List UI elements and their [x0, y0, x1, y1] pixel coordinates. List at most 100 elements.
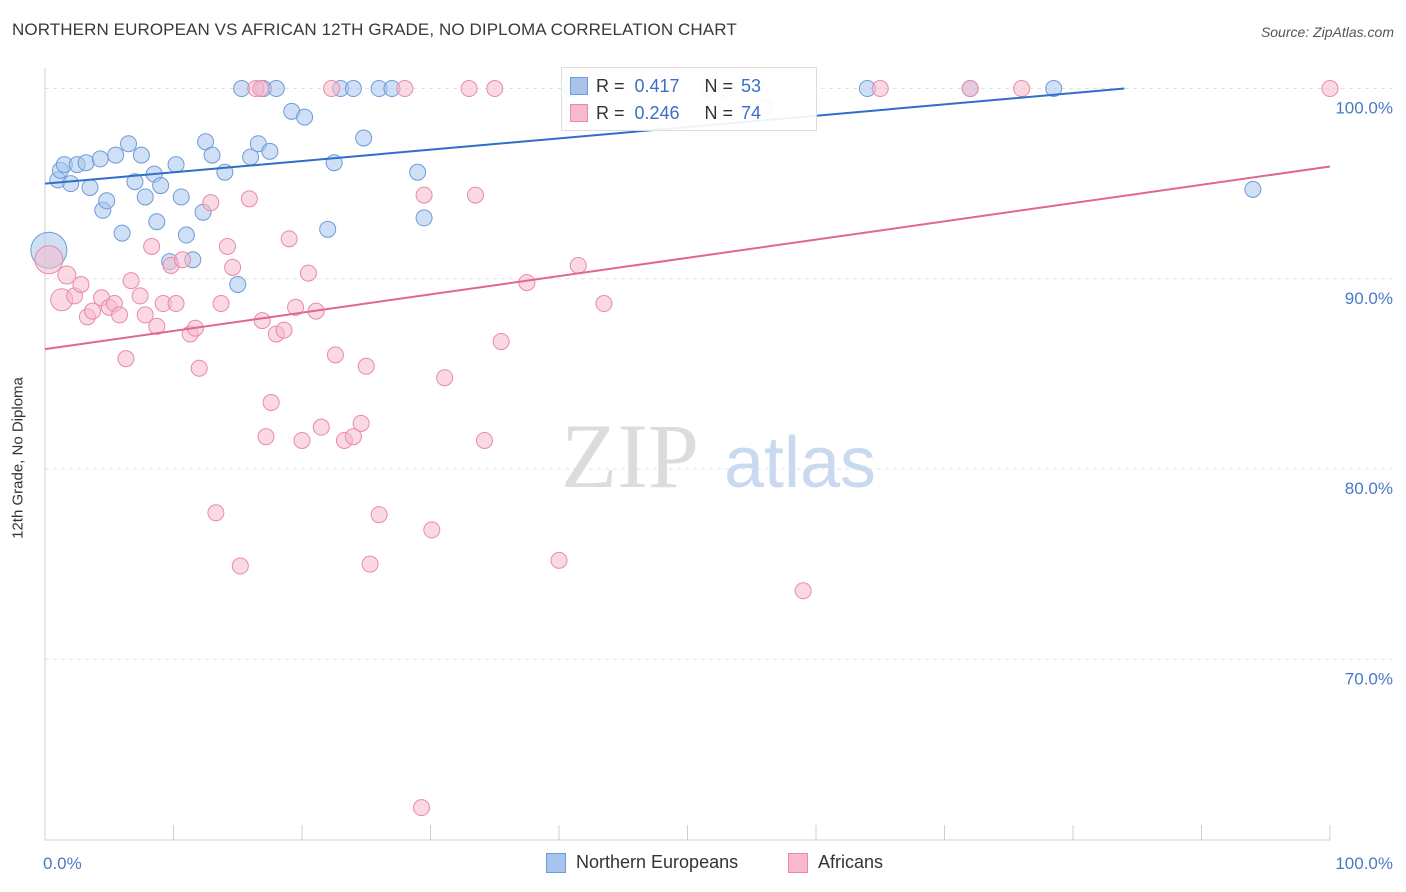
data-point — [253, 312, 271, 330]
data-point — [550, 551, 568, 569]
data-point — [415, 186, 433, 204]
data-point — [77, 154, 95, 172]
legend-r-label: R = — [596, 75, 625, 96]
legend-n-label: N = — [704, 102, 734, 123]
data-point — [296, 108, 314, 126]
data-point — [120, 135, 138, 153]
data-point — [72, 275, 90, 293]
data-point — [275, 321, 293, 339]
data-point — [299, 264, 317, 282]
y-tick-labels: 100.0% 90.0% 80.0% 70.0% — [1335, 99, 1393, 689]
data-point — [81, 178, 99, 196]
data-point — [167, 156, 185, 174]
data-point — [352, 414, 370, 432]
data-point — [262, 393, 280, 411]
data-point — [319, 220, 337, 238]
data-point — [122, 272, 140, 290]
data-point — [229, 275, 247, 293]
data-point — [409, 163, 427, 181]
legend-swatch-blue — [546, 852, 566, 873]
watermark: ZIP atlas — [561, 405, 876, 507]
data-point — [492, 333, 510, 351]
data-point — [173, 251, 191, 269]
data-point — [126, 173, 144, 191]
data-point — [240, 190, 258, 208]
legend-n-value: 53 — [741, 75, 762, 96]
trend-line — [44, 87, 1125, 185]
data-point — [436, 369, 454, 387]
legend-row-northern-europeans: R = 0.417 N = 53 — [570, 74, 762, 98]
data-point — [1321, 80, 1339, 98]
y-tick-label: 90.0% — [1345, 289, 1393, 308]
data-point — [224, 258, 242, 276]
data-point — [91, 150, 109, 168]
data-point — [413, 799, 431, 817]
legend-n-label: N = — [704, 75, 734, 96]
y-tick-label: 80.0% — [1345, 479, 1393, 498]
data-point — [287, 298, 305, 316]
data-point — [486, 80, 504, 98]
data-point — [961, 80, 979, 98]
data-point — [344, 80, 362, 98]
legend-label: Africans — [818, 852, 884, 872]
data-point — [569, 256, 587, 274]
grid-lines — [45, 88, 1392, 660]
legend-item-africans[interactable]: Africans — [788, 852, 883, 873]
data-point — [355, 129, 373, 147]
data-point — [57, 265, 77, 285]
data-point — [111, 306, 129, 324]
data-point — [518, 274, 536, 292]
trend-line — [44, 165, 1331, 351]
y-tick-label: 100.0% — [1335, 99, 1393, 118]
data-point — [344, 428, 362, 446]
data-point — [148, 213, 166, 231]
data-point — [595, 295, 613, 313]
data-point — [117, 350, 135, 368]
data-point — [84, 302, 102, 320]
data-point — [136, 306, 154, 324]
legend-n-value: 74 — [741, 102, 762, 123]
data-point — [172, 188, 190, 206]
legend-swatch-pink — [788, 852, 808, 873]
data-point — [1244, 180, 1262, 198]
data-point — [460, 80, 478, 98]
data-point — [323, 80, 341, 98]
watermark-zip: ZIP — [561, 405, 699, 507]
data-point — [203, 146, 221, 164]
data-point — [370, 506, 388, 524]
data-point — [202, 194, 220, 212]
legend-swatch-blue — [570, 77, 588, 95]
data-point — [62, 175, 80, 193]
data-point — [794, 582, 812, 600]
data-point — [466, 186, 484, 204]
legend-row-africans: R = 0.246 N = 74 — [570, 101, 762, 125]
data-point — [34, 245, 64, 275]
data-point — [132, 146, 150, 164]
data-point — [136, 188, 154, 206]
watermark-atlas: atlas — [724, 423, 876, 503]
data-point — [1045, 80, 1063, 98]
axes — [44, 68, 1331, 841]
data-point — [871, 80, 889, 98]
legend-r-value: 0.417 — [634, 75, 680, 96]
data-point — [113, 224, 131, 242]
data-point — [261, 142, 279, 160]
legend-label: Northern Europeans — [576, 852, 739, 872]
data-point — [190, 359, 208, 377]
data-point — [143, 237, 161, 255]
data-point — [257, 428, 275, 446]
data-point — [98, 192, 116, 210]
source-label: Source: ZipAtlas.com — [1260, 24, 1394, 40]
data-point — [415, 209, 433, 227]
data-point — [233, 80, 251, 98]
data-point — [231, 557, 249, 575]
legend-item-northern-europeans[interactable]: Northern Europeans — [546, 852, 738, 873]
data-point — [131, 287, 149, 305]
x-tick-label-left: 0.0% — [43, 854, 82, 873]
data-point — [326, 346, 344, 364]
data-point — [212, 295, 230, 313]
legend-swatch-pink — [570, 104, 588, 122]
chart-title: NORTHERN EUROPEAN VS AFRICAN 12TH GRADE,… — [12, 20, 737, 39]
data-point — [423, 521, 441, 539]
